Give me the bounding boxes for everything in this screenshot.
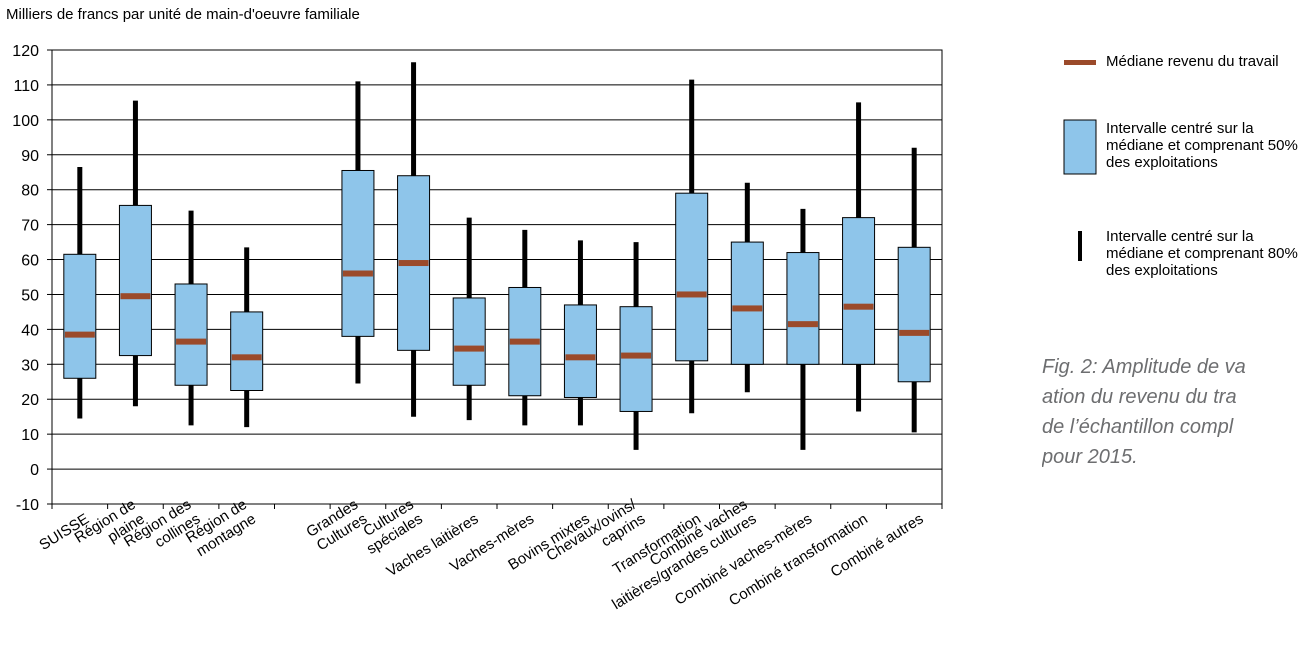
whisker-swatch xyxy=(1078,231,1082,261)
y-tick-label: 70 xyxy=(21,218,39,235)
box-group xyxy=(619,242,653,450)
median-bar xyxy=(176,338,207,345)
median-bar xyxy=(676,291,707,298)
y-tick-label: 10 xyxy=(21,427,39,444)
median-bar xyxy=(342,270,373,277)
median-bar xyxy=(509,338,540,345)
median-bar xyxy=(565,354,596,361)
legend-median-label: Médiane revenu du travail xyxy=(1106,53,1279,70)
median-bar xyxy=(454,345,485,352)
y-tick-label: 0 xyxy=(30,462,39,479)
y-tick-label: 50 xyxy=(21,287,39,304)
x-tick-label: Combiné autres xyxy=(828,510,927,581)
median-bar xyxy=(843,303,874,310)
boxplot-chart: -10 0 10 20 30 40 50 60 70 80 90 100 110 120 SUISSERé… xyxy=(12,43,943,614)
box-iqr xyxy=(730,241,764,365)
box-group xyxy=(508,229,542,426)
box-iqr xyxy=(619,306,653,412)
grid-layer xyxy=(52,49,942,505)
y-tick-label: 60 xyxy=(21,253,39,270)
box-group xyxy=(563,240,597,426)
box-iqr xyxy=(675,192,709,362)
box-group xyxy=(786,208,820,450)
box-group xyxy=(230,247,264,428)
box-iqr xyxy=(341,169,375,337)
box-group xyxy=(897,147,931,433)
box-iqr xyxy=(452,297,486,386)
median-bar xyxy=(899,329,930,336)
box-group xyxy=(397,62,431,417)
box-iqr xyxy=(118,204,152,357)
box-group xyxy=(675,79,709,414)
box-group xyxy=(730,182,764,393)
legend-box80-label: Intervalle centré sur la médiane et comp… xyxy=(1106,228,1298,279)
median-bar xyxy=(787,321,818,328)
y-tick-label: 100 xyxy=(12,113,39,130)
median-bar xyxy=(398,260,429,267)
box-iqr xyxy=(174,283,208,386)
box-group xyxy=(452,217,486,421)
box-group xyxy=(842,102,876,412)
x-tick-label-line: Combiné autres xyxy=(828,510,927,581)
box-iqr xyxy=(897,246,931,383)
median-bar xyxy=(120,293,151,300)
box-iqr xyxy=(786,252,820,365)
axis-layer: -10 0 10 20 30 40 50 60 70 80 90 100 110 120 xyxy=(12,43,943,514)
y-tick-label: 110 xyxy=(13,78,39,95)
median-bar xyxy=(621,352,652,359)
median-bar xyxy=(732,305,763,312)
box-iqr xyxy=(63,253,97,379)
y-axis-title: Milliers de francs par unité de main-d'o… xyxy=(6,6,360,23)
figure-caption: Fig. 2: Amplitude de va ation du revenu … xyxy=(1042,356,1246,468)
y-tick-label: 40 xyxy=(21,322,39,339)
median-bar xyxy=(64,331,95,338)
median-swatch xyxy=(1064,60,1096,65)
box-iqr xyxy=(230,311,264,391)
box-iqr xyxy=(563,304,597,398)
y-tick-label: 90 xyxy=(21,148,39,165)
median-bar xyxy=(231,354,262,361)
legend-box50-label: Intervalle centré sur la médiane et comp… xyxy=(1106,120,1298,171)
box-group xyxy=(118,100,152,407)
y-tick-label: 30 xyxy=(21,357,39,374)
y-tick-label: 80 xyxy=(21,183,39,200)
box-layer xyxy=(63,62,931,450)
y-tick-label: 20 xyxy=(21,392,39,409)
y-tick-label: -10 xyxy=(16,497,39,514)
y-tick-label: 120 xyxy=(12,43,39,60)
box-group xyxy=(341,81,375,384)
box-group xyxy=(63,166,97,419)
box-group xyxy=(174,210,208,426)
box-iqr xyxy=(842,217,876,365)
box-swatch xyxy=(1063,119,1097,175)
